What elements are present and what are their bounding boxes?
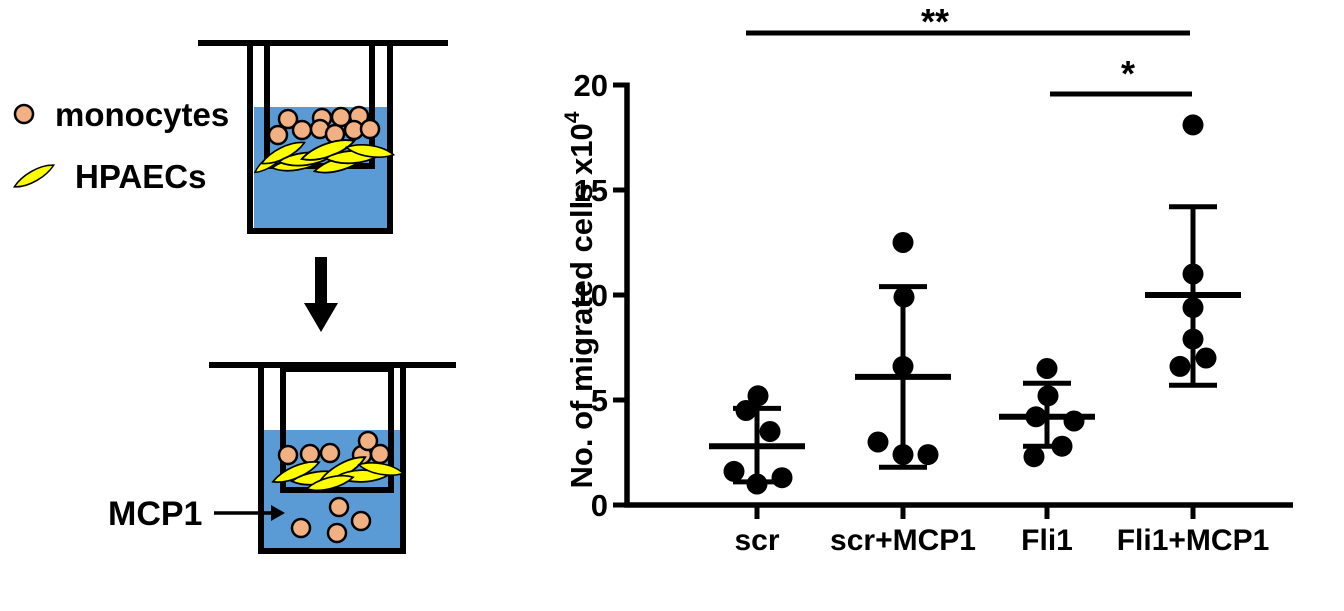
monocyte-cells-upper (267, 105, 381, 146)
monocyte-cell (326, 522, 348, 544)
monocyte-cell (359, 118, 381, 140)
monocyte-cell (328, 496, 350, 518)
series-Fli1+MCP1 (1145, 114, 1241, 388)
significance-star: * (1121, 53, 1135, 94)
data-point (1182, 328, 1204, 350)
monocyte-cell (291, 119, 313, 141)
data-point (747, 385, 769, 407)
monocyte-cell (290, 517, 312, 539)
hpaecs-label: HPAECs (75, 158, 206, 195)
significance-annotations: ** * (746, 1, 1192, 97)
monocyte-cells-insert (277, 430, 391, 466)
outer-well-walls (258, 365, 406, 554)
y-tick-label: 10 (574, 278, 608, 313)
data-point (892, 444, 914, 466)
series-Fli1 (999, 358, 1095, 468)
monocyte-cell (350, 510, 372, 532)
data-point (1182, 297, 1204, 319)
data-point (917, 444, 939, 466)
y-axis-title: No. of migrated cells x104 (561, 111, 599, 488)
hpaec-legend-icon (10, 162, 58, 190)
x-category-label: scr+MCP1 (830, 524, 976, 557)
monocyte-legend-icon (13, 103, 35, 125)
data-point (1051, 435, 1073, 457)
data-point (1036, 358, 1058, 379)
y-tick-label: 15 (574, 173, 608, 208)
monocyte-cell (357, 430, 379, 452)
data-point (735, 400, 757, 421)
data-point (723, 460, 745, 482)
y-axis-ticks: 0 5 10 15 20 (574, 68, 625, 523)
data-point (1063, 410, 1085, 432)
data-point (893, 286, 915, 308)
x-category-label: scr (734, 524, 779, 557)
data-point (1023, 446, 1045, 468)
monocyte-cell (299, 443, 321, 465)
outer-well-walls (247, 43, 393, 234)
data-point (892, 232, 914, 253)
monocyte-cell (369, 443, 391, 465)
transwell-diagram: monocytes HPAECs (10, 40, 456, 554)
significance-stars: ** (921, 1, 949, 42)
monocyte-cell (277, 444, 299, 466)
migrated-monocytes (290, 496, 372, 544)
data-point (1169, 355, 1191, 377)
y-tick-label: 5 (591, 383, 608, 418)
data-point (892, 355, 914, 377)
data-point (1182, 114, 1204, 136)
migration-chart: 0 5 10 15 20 scr scr+MCP1 Fli1 Fli1+MCP1… (561, 1, 1293, 557)
x-category-label: Fli1 (1021, 524, 1073, 557)
y-tick-label: 0 (591, 488, 608, 523)
data-point (1182, 263, 1204, 285)
mcp1-arrowhead-icon (271, 505, 285, 521)
data-point (867, 431, 889, 453)
y-tick-label: 20 (574, 68, 608, 103)
data-point (771, 467, 793, 489)
y-axis-title-superscript: 4 (561, 111, 584, 123)
series-scr+MCP1 (855, 232, 951, 470)
x-category-label: Fli1+MCP1 (1117, 524, 1270, 557)
mcp1-label: MCP1 (108, 495, 202, 533)
diagram-legend: monocytes HPAECs (10, 96, 229, 195)
monocyte-cell (267, 124, 289, 146)
monocyte-cell (277, 108, 299, 130)
data-point (746, 473, 768, 495)
data-point (1037, 385, 1059, 407)
down-arrow-icon (304, 257, 338, 332)
mcp1-annotation: MCP1 (108, 495, 285, 533)
data-point (759, 421, 781, 442)
data-point (1195, 347, 1217, 369)
transwell-bottom: MCP1 (108, 362, 456, 554)
data-point (1025, 406, 1047, 428)
plot-points-layer (709, 114, 1241, 495)
monocytes-label: monocytes (55, 96, 229, 133)
series-scr (709, 385, 805, 495)
transwell-top (198, 40, 448, 234)
monocyte-cell (319, 442, 341, 464)
x-axis-ticks: scr scr+MCP1 Fli1 Fli1+MCP1 (734, 505, 1269, 557)
